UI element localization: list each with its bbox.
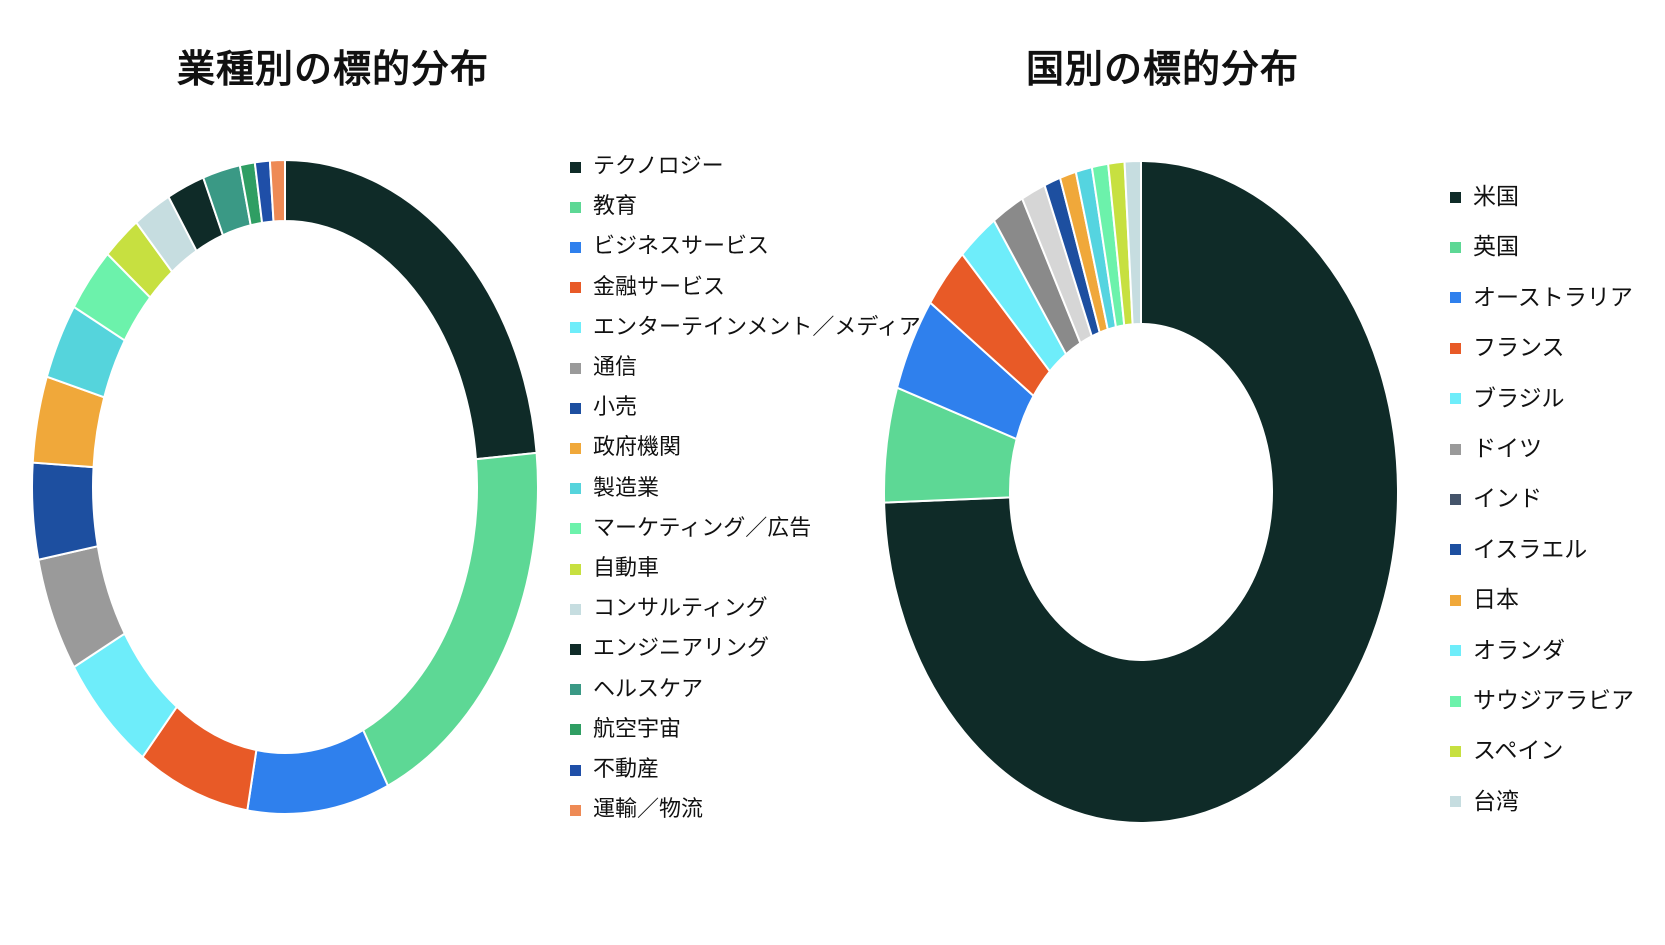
industry-legend-label: ヘルスケア [593, 676, 704, 702]
country-legend-swatch [1450, 292, 1461, 304]
industry-legend-label: マーケティング／広告 [593, 515, 812, 541]
industry-legend-item: 小売 [570, 396, 637, 420]
industry-legend-item: 金融サービス [570, 274, 726, 300]
country-legend-swatch [1450, 544, 1461, 556]
industry-legend-item: エンターテインメント／メディア [570, 314, 921, 340]
industry-legend-item: マーケティング／広告 [570, 515, 812, 541]
country-legend-swatch [1450, 342, 1461, 354]
country-legend-swatch [1450, 645, 1461, 657]
industry-slice-17 [268, 158, 286, 223]
industry-legend-label: 金融サービス [593, 274, 726, 300]
industry-legend-item: ヘルスケア [570, 676, 704, 702]
country-legend-label: 台湾 [1473, 788, 1519, 815]
country-slice-13 [1123, 159, 1142, 326]
country-legend-label: ブラジル [1473, 385, 1565, 412]
country-legend-item: スペイン [1450, 739, 1563, 763]
country-legend-label: スペイン [1473, 738, 1564, 765]
industry-legend-swatch [570, 724, 581, 736]
country-legend-item: オランダ [1450, 639, 1565, 663]
industry-legend-swatch [570, 442, 581, 454]
country-legend-swatch [1450, 796, 1461, 808]
industry-legend-label: 教育 [593, 194, 638, 220]
industry-legend-swatch [570, 603, 581, 615]
industry-legend-label: 航空宇宙 [593, 716, 682, 742]
industry-legend-swatch [570, 161, 581, 173]
country-legend-swatch [1450, 594, 1461, 606]
country-legend-item: 米国 [1450, 185, 1519, 209]
country-legend-swatch [1450, 393, 1461, 405]
industry-legend-swatch [570, 684, 581, 696]
country-legend-item: イスラエル [1450, 538, 1587, 562]
country-legend-swatch [1450, 241, 1461, 253]
industry-legend-swatch [570, 483, 581, 495]
industry-legend-label: コンサルティング [593, 596, 768, 622]
industry-legend-item: 自動車 [570, 557, 659, 581]
country-legend-label: ドイツ [1473, 436, 1542, 462]
country-slice-1 [883, 159, 1399, 824]
industry-legend-label: ビジネスサービス [593, 234, 770, 260]
industry-legend-label: テクノロジー [593, 154, 724, 179]
country-legend-item: フランス [1450, 336, 1565, 360]
industry-legend-label: エンジニアリング [593, 636, 770, 662]
country-legend-label: オランダ [1473, 637, 1565, 664]
industry-legend-item: テクノロジー [570, 155, 724, 179]
country-legend-label: フランス [1473, 335, 1565, 362]
industry-legend-swatch [570, 201, 581, 213]
country-legend-label: 日本 [1473, 587, 1519, 614]
country-legend-swatch [1450, 191, 1461, 203]
industry-legend-swatch [570, 764, 581, 776]
country-legend-swatch [1450, 695, 1461, 707]
country-chart-title: 国別の標的分布 [1025, 47, 1299, 91]
country-legend-label: サウジアラビア [1473, 688, 1634, 714]
country-legend-item: ドイツ [1450, 437, 1542, 461]
industry-legend-label: 小売 [593, 395, 638, 421]
country-legend-item: 英国 [1450, 235, 1519, 259]
country-legend-item: サウジアラビア [1450, 689, 1634, 713]
industry-legend-label: エンターテインメント／メディア [593, 314, 921, 340]
industry-legend-swatch [570, 643, 581, 655]
industry-legend-swatch [570, 241, 581, 253]
industry-legend-swatch [570, 362, 581, 374]
country-legend-label: 米国 [1473, 184, 1519, 210]
country-legend-swatch [1450, 443, 1461, 455]
country-legend-label: インド [1473, 486, 1542, 513]
industry-legend-swatch [570, 804, 581, 816]
industry-legend-item: ビジネスサービス [570, 235, 769, 259]
industry-legend-item: 運輸／物流 [570, 798, 703, 822]
industry-legend-item: コンサルティング [570, 597, 768, 621]
industry-legend-swatch [570, 282, 581, 294]
country-legend-item: ブラジル [1450, 387, 1565, 411]
industry-legend-item: 教育 [570, 195, 637, 219]
country-legend-item: 日本 [1450, 588, 1519, 612]
country-legend-item: オーストラリア [1450, 286, 1633, 310]
industry-legend-label: 通信 [593, 355, 638, 380]
industry-legend-label: 運輸／物流 [593, 797, 704, 823]
country-legend-item: 台湾 [1450, 790, 1519, 814]
country-legend-item: インド [1450, 487, 1542, 511]
industry-legend-item: エンジニアリング [570, 637, 769, 661]
industry-legend-item: 政府機関 [570, 436, 681, 460]
industry-legend-label: 製造業 [593, 475, 660, 501]
country-legend-label: 英国 [1473, 234, 1519, 261]
industry-legend-label: 自動車 [593, 556, 660, 581]
industry-legend-item: 航空宇宙 [570, 716, 682, 742]
country-legend-swatch [1450, 745, 1461, 757]
industry-legend-item: 製造業 [570, 475, 660, 501]
industry-legend-label: 政府機関 [593, 435, 682, 461]
industry-chart-title: 業種別の標的分布 [176, 47, 489, 91]
country-legend-label: イスラエル [1473, 536, 1588, 563]
industry-legend-swatch [570, 322, 581, 334]
industry-legend-swatch [570, 523, 581, 535]
industry-legend-item: 不動産 [570, 758, 659, 782]
industry-legend-swatch [570, 563, 581, 575]
country-legend-label: オーストラリア [1473, 284, 1633, 311]
industry-legend-swatch [570, 402, 581, 414]
country-legend-swatch [1450, 493, 1461, 505]
industry-legend-label: 不動産 [593, 757, 660, 782]
industry-legend-item: 通信 [570, 356, 637, 380]
